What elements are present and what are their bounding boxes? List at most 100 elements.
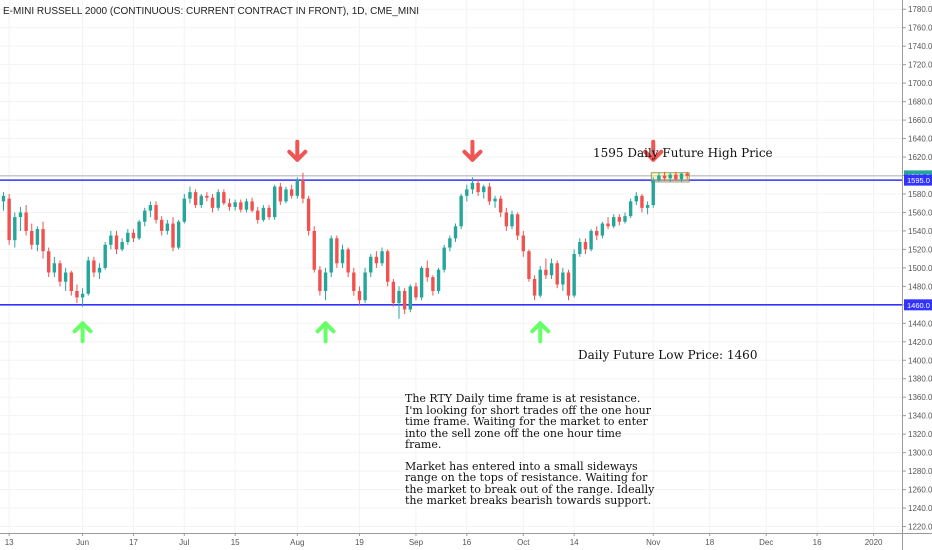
candle-body bbox=[114, 235, 119, 250]
candle-body bbox=[109, 235, 113, 245]
low-price-label: Daily Future Low Price: 1460 bbox=[578, 348, 758, 362]
candle-body bbox=[75, 290, 79, 298]
candle-body bbox=[606, 223, 610, 227]
price-tick-label: 1340.0 bbox=[908, 412, 932, 421]
candle-body bbox=[493, 198, 497, 202]
candle-body bbox=[58, 263, 62, 282]
candle-body bbox=[397, 290, 401, 303]
candle-body bbox=[634, 195, 638, 202]
candle-body bbox=[369, 256, 373, 273]
candle-body bbox=[233, 202, 237, 207]
price-tick-label: 1560.0 bbox=[908, 208, 932, 217]
time-tick-label: 13 bbox=[5, 538, 14, 547]
candle-body bbox=[92, 260, 96, 273]
candle-body bbox=[171, 223, 175, 248]
price-tick-label: 1640.0 bbox=[908, 135, 932, 144]
price-tick-label: 1280.0 bbox=[908, 467, 932, 476]
time-tick-label: 14 bbox=[570, 538, 579, 547]
candle-body bbox=[578, 242, 582, 255]
candle-body bbox=[482, 186, 486, 193]
price-tick-label: 1720.0 bbox=[908, 61, 932, 70]
candle-body bbox=[131, 232, 136, 239]
candle-body bbox=[148, 205, 153, 211]
candle-body bbox=[549, 263, 554, 276]
candle-body bbox=[572, 254, 576, 296]
candle-body bbox=[476, 182, 480, 193]
price-levels bbox=[0, 175, 902, 306]
high-price-label: 1595 Daily Future High Price bbox=[593, 146, 773, 160]
price-tick-label: 1520.0 bbox=[908, 245, 932, 254]
candle-body bbox=[374, 256, 379, 264]
analysis-note: The RTY Daily time frame is at resistanc… bbox=[405, 393, 655, 517]
candle-body bbox=[595, 230, 599, 236]
candle-body bbox=[679, 173, 684, 180]
price-tick-label: 1360.0 bbox=[908, 393, 932, 402]
candle-body bbox=[527, 251, 531, 279]
candle-body bbox=[521, 235, 525, 252]
candle-body bbox=[86, 260, 90, 294]
candle-body bbox=[318, 269, 322, 291]
price-axis[interactable]: 1220.0 1240.0 1260.0 1280.0 1300.0 1320.0 1340… bbox=[902, 0, 932, 550]
candle-body bbox=[544, 269, 548, 276]
candle-body bbox=[273, 186, 277, 218]
candle-body bbox=[532, 278, 537, 296]
candle-body bbox=[425, 267, 429, 278]
candle-body bbox=[80, 293, 85, 298]
price-tick-label: 1620.0 bbox=[908, 153, 932, 162]
price-tick-label: 1500.0 bbox=[908, 264, 932, 273]
candle-body bbox=[306, 198, 311, 231]
candle-body bbox=[35, 229, 40, 245]
candle-body bbox=[555, 263, 559, 285]
candle-body bbox=[662, 175, 667, 179]
candle-body bbox=[408, 286, 412, 310]
time-tick-label: 17 bbox=[129, 538, 138, 547]
time-tick-label: Sep bbox=[409, 538, 424, 547]
candle-body bbox=[538, 269, 542, 296]
candle-body bbox=[674, 174, 678, 180]
support-price-tag-bg bbox=[904, 299, 932, 311]
candle-body bbox=[391, 281, 396, 303]
candle-body bbox=[499, 198, 503, 213]
candle-body bbox=[250, 201, 254, 211]
time-tick-label: 2020 bbox=[865, 538, 883, 547]
candle-body bbox=[176, 221, 181, 248]
candle-body bbox=[651, 180, 655, 206]
candle-body bbox=[289, 189, 294, 196]
time-tick-label: Jun bbox=[76, 538, 89, 547]
candle-body bbox=[612, 217, 616, 227]
candle-body bbox=[380, 251, 384, 264]
candle-body bbox=[182, 198, 186, 222]
candle-body bbox=[120, 242, 124, 250]
chart-title: E-MINI RUSSELL 2000 (CONTINUOUS: CURRENT… bbox=[3, 6, 419, 17]
price-tick-label: 1540.0 bbox=[908, 227, 932, 236]
candle-body bbox=[13, 217, 17, 241]
candle-body bbox=[267, 207, 271, 218]
candle-body bbox=[685, 173, 689, 176]
price-tick-label: 1220.0 bbox=[908, 523, 932, 532]
price-tick-label: 1580.0 bbox=[908, 190, 932, 199]
resistance-price-tag-bg bbox=[904, 174, 932, 186]
time-axis[interactable]: 13 Jun 17 Jul 15 Aug 19 Sep 16 Oct 14 Nov 18 Dec 16 202… bbox=[0, 533, 932, 547]
candle-body bbox=[617, 217, 622, 222]
candle-body bbox=[52, 263, 57, 273]
support-price-tag: 1460.0 bbox=[907, 301, 930, 310]
candle-body bbox=[566, 272, 571, 296]
price-tick-label: 1380.0 bbox=[908, 375, 932, 384]
time-tick-label: 19 bbox=[355, 538, 364, 547]
candle-body bbox=[402, 290, 407, 310]
price-tick-label: 1260.0 bbox=[908, 486, 932, 495]
candle-body bbox=[600, 223, 605, 236]
candle-body bbox=[414, 286, 418, 298]
candle-body bbox=[448, 238, 452, 248]
candle-body bbox=[41, 229, 45, 252]
price-tick-label: 1740.0 bbox=[908, 42, 932, 51]
candles bbox=[1, 171, 689, 319]
price-tick-label: 1700.0 bbox=[908, 79, 932, 88]
candle-body bbox=[465, 189, 469, 196]
candle-body bbox=[340, 249, 345, 264]
candle-body bbox=[256, 210, 260, 220]
time-tick-label: Aug bbox=[290, 538, 304, 547]
candle-body bbox=[126, 232, 130, 243]
price-tick-label: 1420.0 bbox=[908, 338, 932, 347]
